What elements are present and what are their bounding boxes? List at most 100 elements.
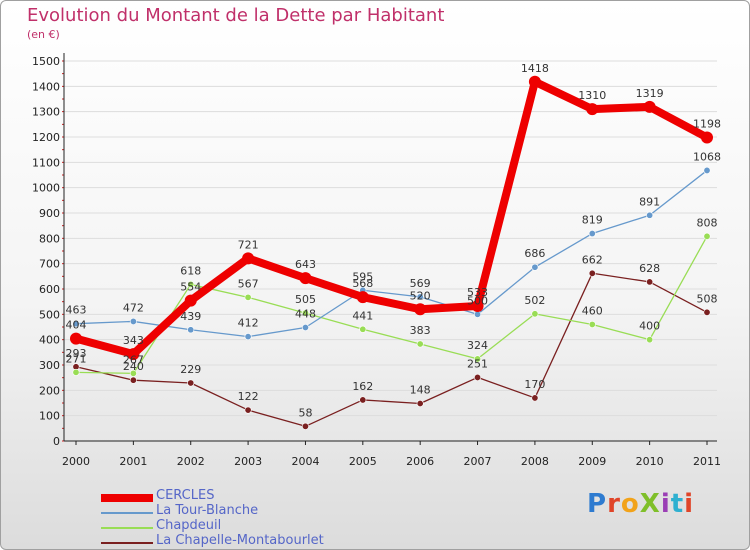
data-label: 567	[238, 277, 259, 290]
legend-swatch	[101, 494, 153, 502]
grid-lines	[64, 60, 717, 442]
data-point	[129, 376, 137, 384]
data-label: 472	[123, 301, 144, 314]
data-label: 505	[295, 293, 316, 306]
data-label: 448	[295, 308, 316, 321]
data-label: 460	[582, 304, 603, 317]
x-tick-label: 2002	[177, 455, 205, 468]
x-tick-label: 2000	[62, 455, 90, 468]
data-point	[184, 294, 197, 307]
data-point	[646, 336, 654, 344]
legend-label: CERCLES	[156, 488, 215, 503]
data-point	[588, 269, 596, 277]
logo-letter: o	[620, 489, 640, 519]
data-label: 1418	[521, 62, 549, 75]
y-tick-label: 400	[39, 334, 60, 347]
y-tick-label: 200	[39, 384, 60, 397]
data-point	[301, 422, 309, 430]
data-point	[646, 278, 654, 286]
data-label: 412	[238, 317, 259, 330]
data-point	[187, 379, 195, 387]
y-tick-label: 300	[39, 359, 60, 372]
chart-title: Evolution du Montant de la Dette par Hab…	[27, 5, 445, 26]
data-point	[531, 263, 539, 271]
data-label: 520	[410, 289, 431, 302]
data-point	[588, 320, 596, 328]
x-tick-label: 2003	[234, 455, 262, 468]
x-tick-label: 2009	[578, 455, 606, 468]
data-label: 1310	[578, 89, 606, 102]
data-label: 500	[467, 294, 488, 307]
data-label: 271	[66, 352, 87, 365]
logo-letter: i	[660, 489, 671, 519]
series-line	[75, 169, 708, 338]
data-label: 819	[582, 214, 603, 227]
proxiti-logo: ProXiti	[587, 489, 694, 519]
chart-subtitle: (en €)	[27, 28, 60, 41]
data-point	[701, 131, 713, 144]
series-line	[74, 77, 709, 359]
data-label: 240	[123, 360, 144, 373]
data-point	[474, 355, 482, 363]
data-label: 404	[66, 319, 87, 332]
x-tick-label: 2005	[349, 455, 377, 468]
legend-swatch	[101, 542, 153, 544]
y-tick-label: 1000	[32, 182, 60, 195]
x-tick-label: 2008	[521, 455, 549, 468]
data-label: 267	[123, 353, 144, 366]
y-tick-label: 500	[39, 308, 60, 321]
data-label: 324	[467, 339, 488, 352]
data-point	[474, 373, 482, 381]
x-tick-label: 2006	[406, 455, 434, 468]
data-label: 643	[295, 258, 316, 271]
data-label: 58	[298, 406, 312, 419]
axes	[62, 53, 717, 445]
data-point	[703, 308, 711, 316]
data-label: 686	[524, 247, 545, 260]
legend-label: La Tour-Blanche	[156, 503, 259, 518]
data-point	[70, 332, 82, 345]
data-point	[528, 75, 541, 88]
y-tick-label: 1200	[32, 131, 60, 144]
x-tick-label: 2007	[464, 455, 492, 468]
data-point	[244, 406, 252, 414]
data-label: 122	[238, 390, 259, 403]
legend-swatch	[101, 527, 153, 529]
data-point	[414, 303, 427, 316]
data-label: 383	[410, 324, 431, 337]
data-label: 508	[697, 292, 718, 305]
data-label: 533	[467, 286, 488, 299]
data-label: 463	[66, 304, 87, 317]
data-point	[416, 340, 424, 348]
data-point	[416, 400, 424, 408]
y-tick-label: 700	[39, 258, 60, 271]
data-label: 618	[180, 264, 201, 277]
data-point	[643, 100, 656, 113]
data-point	[244, 293, 252, 301]
data-label: 439	[180, 310, 201, 323]
data-point	[531, 394, 539, 402]
data-label: 148	[410, 384, 431, 397]
data-point	[471, 299, 484, 312]
data-label: 170	[524, 378, 545, 391]
y-tick-label: 900	[39, 207, 60, 220]
data-point	[187, 280, 195, 288]
series-lines	[70, 75, 713, 430]
data-label: 568	[352, 277, 373, 290]
data-point	[646, 211, 654, 219]
data-label: 1068	[693, 150, 721, 163]
logo-letter: t	[670, 489, 685, 519]
data-point	[703, 166, 711, 174]
data-labels: 293 240 229 122 58 162 148 251 170 662 628 508 271 26…	[66, 62, 722, 420]
x-tick-label: 2011	[693, 455, 721, 468]
data-point	[588, 230, 596, 238]
x-tick-label: 2004	[291, 455, 319, 468]
data-label: 1319	[636, 87, 664, 100]
logo-letter: i	[684, 489, 695, 519]
data-point	[703, 232, 711, 240]
data-label: 251	[467, 357, 488, 370]
logo-letter: P	[587, 489, 608, 519]
data-label: 628	[639, 262, 660, 275]
